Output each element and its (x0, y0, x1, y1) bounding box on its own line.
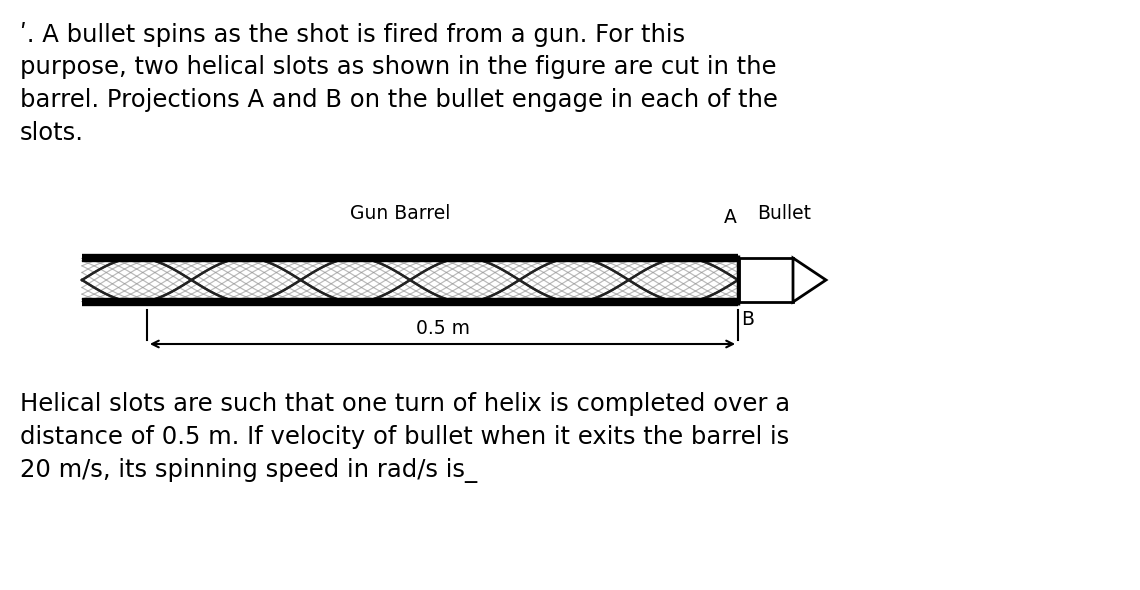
Text: slots.: slots. (21, 121, 84, 145)
Text: purpose, two helical slots as shown in the figure are cut in the: purpose, two helical slots as shown in t… (21, 55, 776, 79)
Bar (82, 258, 738, 302)
Text: A: A (724, 208, 736, 227)
Text: distance of 0.5 m. If velocity of bullet when it exits the barrel is: distance of 0.5 m. If velocity of bullet… (21, 425, 789, 449)
Text: barrel. Projections A and B on the bullet engage in each of the: barrel. Projections A and B on the bulle… (21, 88, 777, 112)
Text: Bullet: Bullet (757, 204, 811, 223)
Text: Helical slots are such that one turn of helix is completed over a: Helical slots are such that one turn of … (21, 392, 790, 416)
Text: 20 m/s, its spinning speed in rad/s is_: 20 m/s, its spinning speed in rad/s is_ (21, 458, 478, 483)
Bar (739, 258, 793, 302)
Text: ʹ. A bullet spins as the shot is fired from a gun. For this: ʹ. A bullet spins as the shot is fired f… (21, 22, 685, 47)
Text: B: B (741, 310, 754, 329)
Polygon shape (793, 258, 826, 302)
Text: Gun Barrel: Gun Barrel (350, 204, 450, 223)
Text: 0.5 m: 0.5 m (415, 319, 470, 338)
